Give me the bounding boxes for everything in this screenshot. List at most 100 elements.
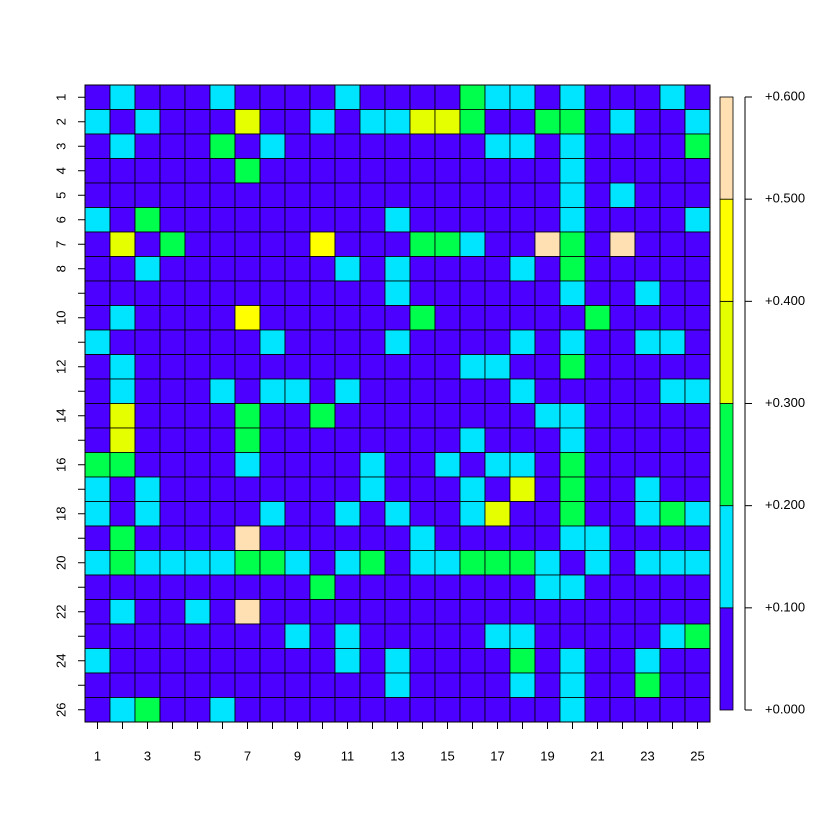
heatmap-cell: [584, 427, 611, 453]
heatmap-cell: [159, 427, 186, 453]
heatmap-cell: [684, 452, 711, 478]
heatmap-cell: [234, 697, 261, 723]
heatmap-cell: [434, 452, 461, 478]
heatmap-cell: [384, 207, 411, 233]
colorbar-tick-label: +0.400: [765, 293, 805, 308]
heatmap-cell: [209, 599, 236, 625]
heatmap-cell: [484, 354, 511, 380]
heatmap-cell: [509, 697, 536, 723]
y-tick-label: 5: [53, 192, 68, 199]
heatmap-cell: [259, 623, 286, 649]
heatmap-cell: [559, 672, 586, 698]
heatmap-cell: [584, 550, 611, 576]
heatmap-cell: [384, 231, 411, 257]
heatmap-cell: [309, 697, 336, 723]
heatmap-cell: [434, 574, 461, 600]
heatmap-cell: [184, 133, 211, 159]
heatmap-cell: [634, 231, 661, 257]
heatmap-cell: [459, 697, 486, 723]
heatmap-cell: [609, 84, 636, 110]
heatmap-cell: [284, 525, 311, 551]
heatmap-cell: [534, 84, 561, 110]
heatmap-cell: [84, 256, 111, 282]
heatmap-cell: [234, 476, 261, 502]
heatmap-cell: [659, 501, 686, 527]
y-tick-label: 22: [53, 605, 68, 619]
heatmap-cell: [109, 697, 136, 723]
heatmap-cell: [684, 329, 711, 355]
heatmap-cell: [559, 697, 586, 723]
heatmap-cell: [609, 697, 636, 723]
heatmap-cell: [634, 403, 661, 429]
heatmap-cell: [509, 378, 536, 404]
heatmap-cell: [584, 672, 611, 698]
y-tick-label: 24: [53, 654, 68, 668]
heatmap-cell: [584, 476, 611, 502]
heatmap-cell: [159, 354, 186, 380]
heatmap-cell: [84, 207, 111, 233]
heatmap-cell: [534, 329, 561, 355]
heatmap-cell: [184, 354, 211, 380]
heatmap-cell: [259, 403, 286, 429]
heatmap-cell: [609, 133, 636, 159]
heatmap-cell: [209, 84, 236, 110]
heatmap-cell: [284, 231, 311, 257]
heatmap-cell: [384, 648, 411, 674]
heatmap-cell: [134, 672, 161, 698]
x-tick-label: 7: [244, 748, 251, 763]
heatmap-cell: [509, 305, 536, 331]
heatmap-cell: [209, 109, 236, 135]
heatmap-cell: [559, 623, 586, 649]
heatmap-cell: [234, 501, 261, 527]
heatmap-cell: [434, 599, 461, 625]
heatmap-cell: [634, 109, 661, 135]
heatmap-cell: [509, 550, 536, 576]
heatmap-cell: [159, 452, 186, 478]
heatmap-cell: [434, 427, 461, 453]
heatmap-cell: [359, 329, 386, 355]
heatmap-cell: [109, 672, 136, 698]
heatmap-cell: [584, 158, 611, 184]
heatmap-cell: [84, 427, 111, 453]
heatmap-cell: [184, 427, 211, 453]
y-tick-label: 4: [53, 167, 68, 174]
heatmap-cell: [684, 599, 711, 625]
heatmap-cell: [584, 623, 611, 649]
heatmap-cell: [259, 599, 286, 625]
heatmap-cell: [84, 84, 111, 110]
heatmap-cell: [134, 133, 161, 159]
heatmap-cell: [659, 623, 686, 649]
heatmap-cell: [559, 525, 586, 551]
heatmap-cell: [559, 231, 586, 257]
heatmap-cell: [559, 574, 586, 600]
heatmap-cell: [234, 305, 261, 331]
heatmap-cell: [684, 672, 711, 698]
heatmap-cell: [359, 158, 386, 184]
heatmap-cell: [259, 427, 286, 453]
heatmap-cell: [284, 378, 311, 404]
heatmap-cell: [109, 158, 136, 184]
heatmap-cell: [309, 256, 336, 282]
heatmap-cell: [209, 623, 236, 649]
heatmap-cell: [259, 182, 286, 208]
heatmap-cell: [584, 452, 611, 478]
heatmap-cell: [359, 648, 386, 674]
heatmap-cell: [684, 623, 711, 649]
heatmap-cell: [434, 550, 461, 576]
colorbar-tick-label: +0.300: [765, 395, 805, 410]
heatmap-cell: [134, 378, 161, 404]
heatmap-cell: [184, 501, 211, 527]
heatmap-cell: [234, 354, 261, 380]
heatmap-cell: [184, 623, 211, 649]
heatmap-cell: [384, 574, 411, 600]
heatmap-cell: [384, 280, 411, 306]
y-tick-label: 1: [53, 94, 68, 101]
heatmap-cell: [359, 403, 386, 429]
heatmap-cell: [559, 354, 586, 380]
heatmap-cell: [84, 182, 111, 208]
heatmap-cell: [84, 403, 111, 429]
heatmap-cell: [209, 672, 236, 698]
heatmap-cell: [434, 501, 461, 527]
y-tick-label: 16: [53, 458, 68, 472]
